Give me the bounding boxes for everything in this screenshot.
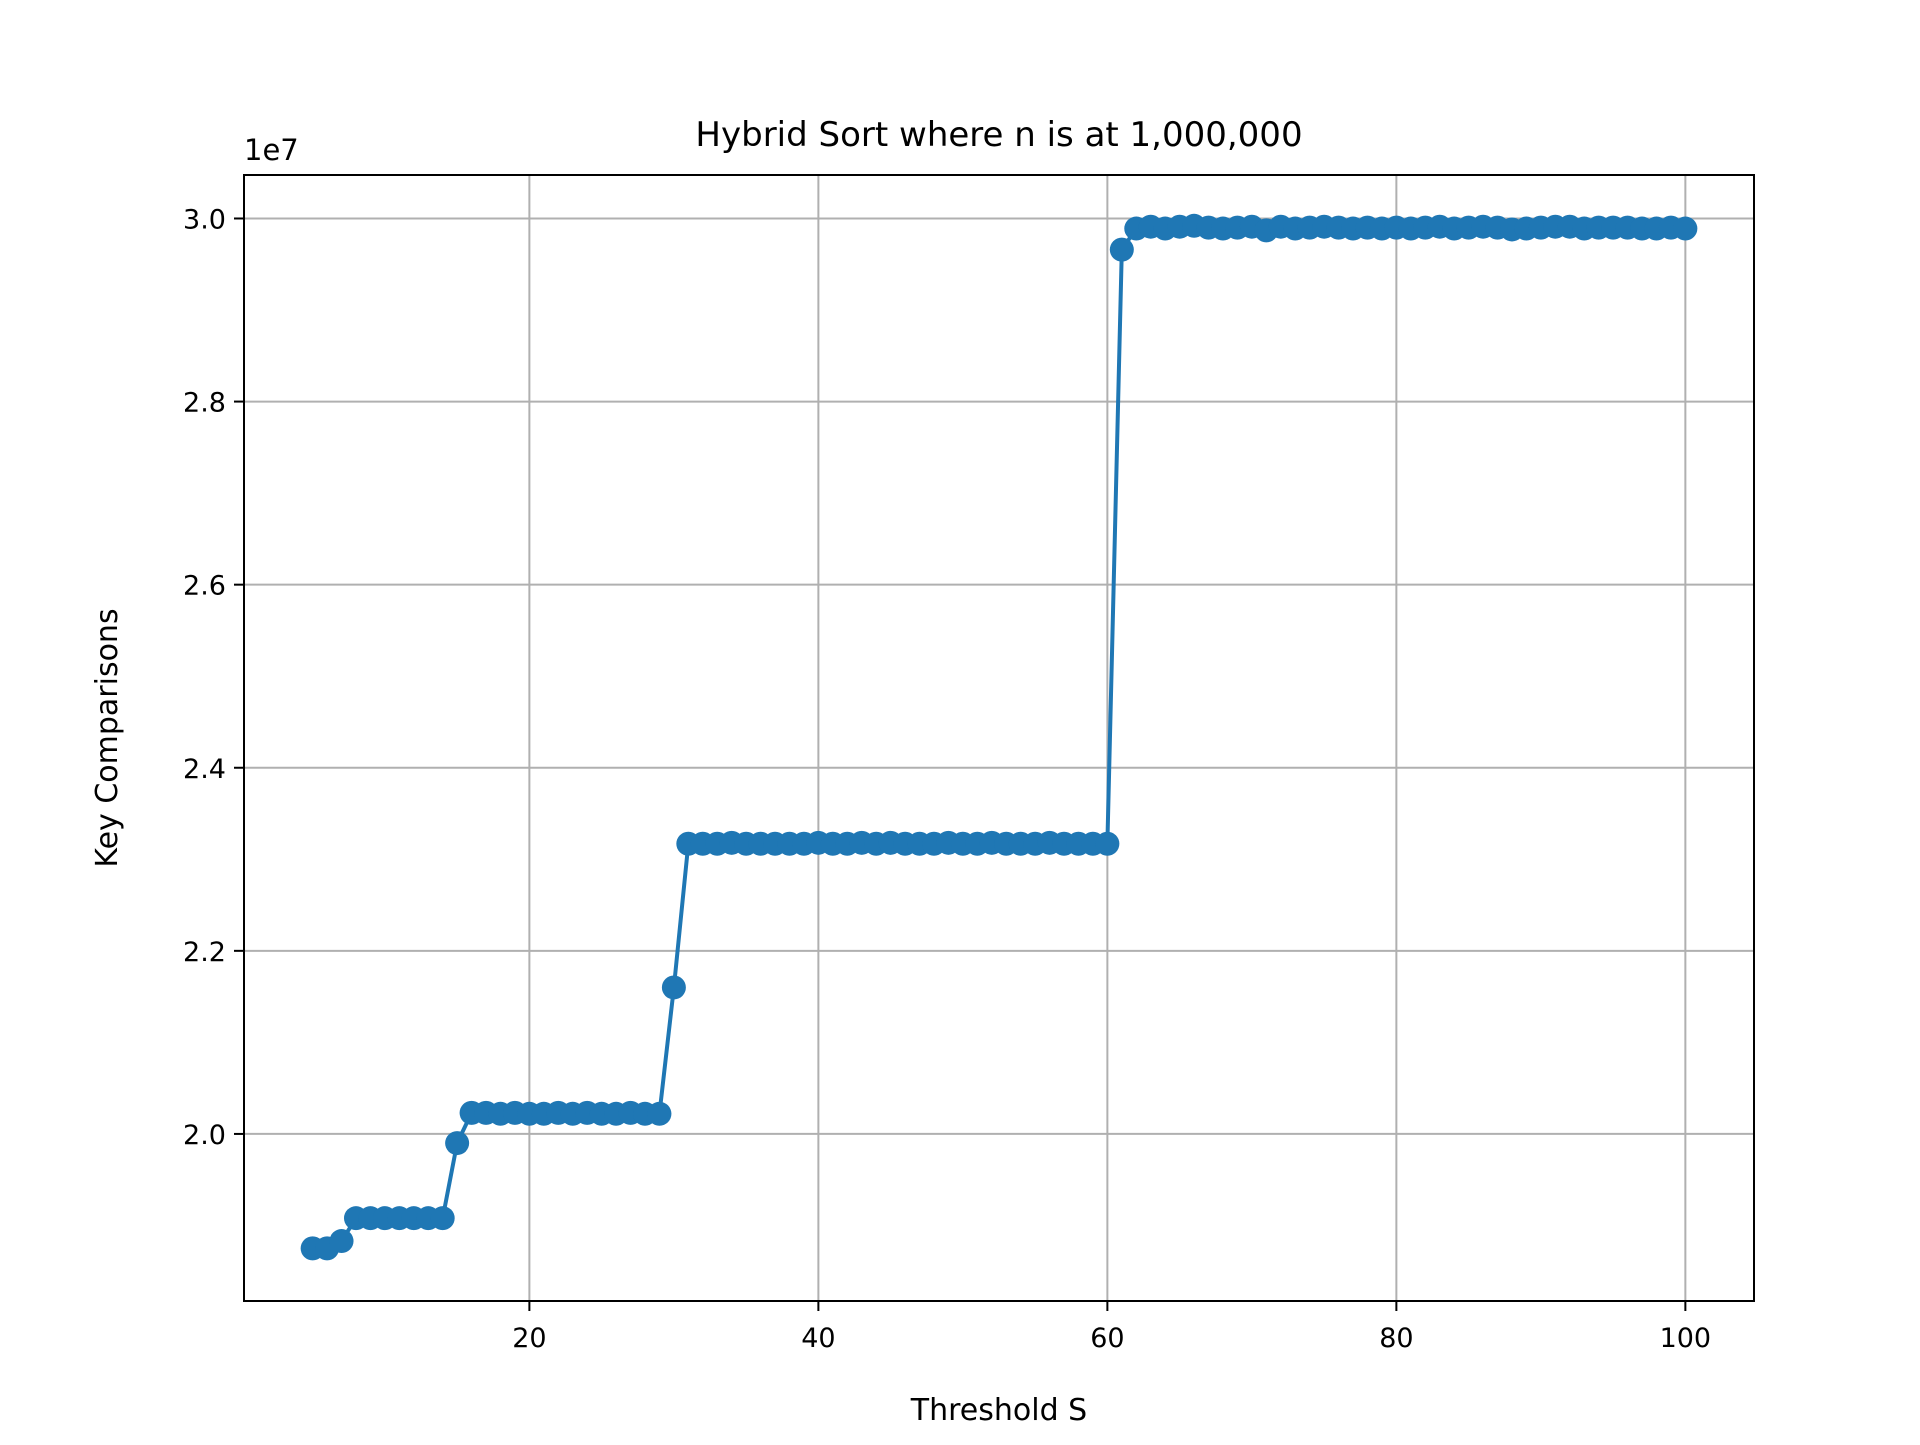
y-axis: 2.0 2.2 2.4 2.6 2.8 3.0	[183, 204, 244, 1151]
y-tick-label: 2.4	[183, 754, 226, 785]
plot-area	[244, 175, 1754, 1301]
y-tick-label: 2.0	[183, 1120, 226, 1151]
y-axis-label: Key Comparisons	[90, 608, 125, 867]
y-tick-label: 2.2	[183, 937, 226, 968]
x-tick-label: 40	[801, 1323, 835, 1354]
chart-title: Hybrid Sort where n is at 1,000,000	[695, 115, 1302, 155]
y-tick-label: 2.6	[183, 571, 226, 602]
x-axis: 20 40 60 80 100	[512, 1301, 1711, 1354]
x-tick-label: 80	[1379, 1323, 1413, 1354]
data-point	[430, 1206, 455, 1231]
data-point	[1673, 216, 1698, 241]
data-point	[1109, 237, 1134, 262]
y-axis-offset-label: 1e7	[244, 133, 299, 167]
x-tick-label: 100	[1660, 1323, 1712, 1354]
x-tick-label: 20	[512, 1323, 546, 1354]
data-point	[661, 975, 686, 1000]
y-tick-label: 3.0	[183, 204, 226, 235]
data-point	[647, 1101, 672, 1126]
plot-frame	[243, 174, 1755, 1302]
series-layer	[300, 213, 1698, 1261]
x-axis-label: Threshold S	[910, 1393, 1087, 1428]
x-tick-label: 60	[1090, 1323, 1124, 1354]
y-tick-label: 2.8	[183, 388, 226, 419]
data-point	[1095, 831, 1120, 856]
data-point	[445, 1131, 470, 1156]
data-point	[329, 1229, 354, 1254]
